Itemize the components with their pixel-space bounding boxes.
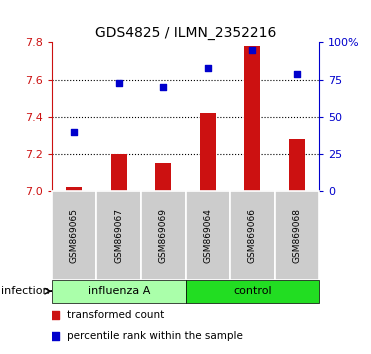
Point [116, 80, 122, 85]
Bar [141, 191, 186, 280]
Text: percentile rank within the sample: percentile rank within the sample [67, 331, 243, 341]
Text: influenza A: influenza A [88, 286, 150, 296]
Bar [96, 191, 141, 280]
Point [160, 84, 166, 90]
Text: GSM869065: GSM869065 [70, 208, 79, 263]
Text: GSM869064: GSM869064 [203, 208, 212, 263]
Text: transformed count: transformed count [67, 310, 164, 320]
Bar [200, 113, 216, 191]
Point [52, 333, 58, 339]
Text: GSM869066: GSM869066 [248, 208, 257, 263]
Text: infection: infection [1, 286, 50, 296]
Bar [289, 139, 305, 191]
Point [294, 71, 300, 76]
Bar [230, 191, 275, 280]
Bar [52, 191, 96, 280]
Point [249, 47, 255, 53]
Bar [155, 163, 171, 191]
Point [205, 65, 211, 70]
Point [71, 129, 77, 135]
Bar [66, 188, 82, 191]
Text: GSM869067: GSM869067 [114, 208, 123, 263]
Bar [186, 280, 319, 303]
Bar [111, 154, 127, 191]
Point [52, 312, 58, 318]
Text: control: control [233, 286, 272, 296]
Bar [52, 280, 186, 303]
Bar [275, 191, 319, 280]
Bar [186, 191, 230, 280]
Bar [244, 46, 260, 191]
Text: GSM869068: GSM869068 [292, 208, 301, 263]
Title: GDS4825 / ILMN_2352216: GDS4825 / ILMN_2352216 [95, 26, 276, 40]
Text: GSM869069: GSM869069 [159, 208, 168, 263]
